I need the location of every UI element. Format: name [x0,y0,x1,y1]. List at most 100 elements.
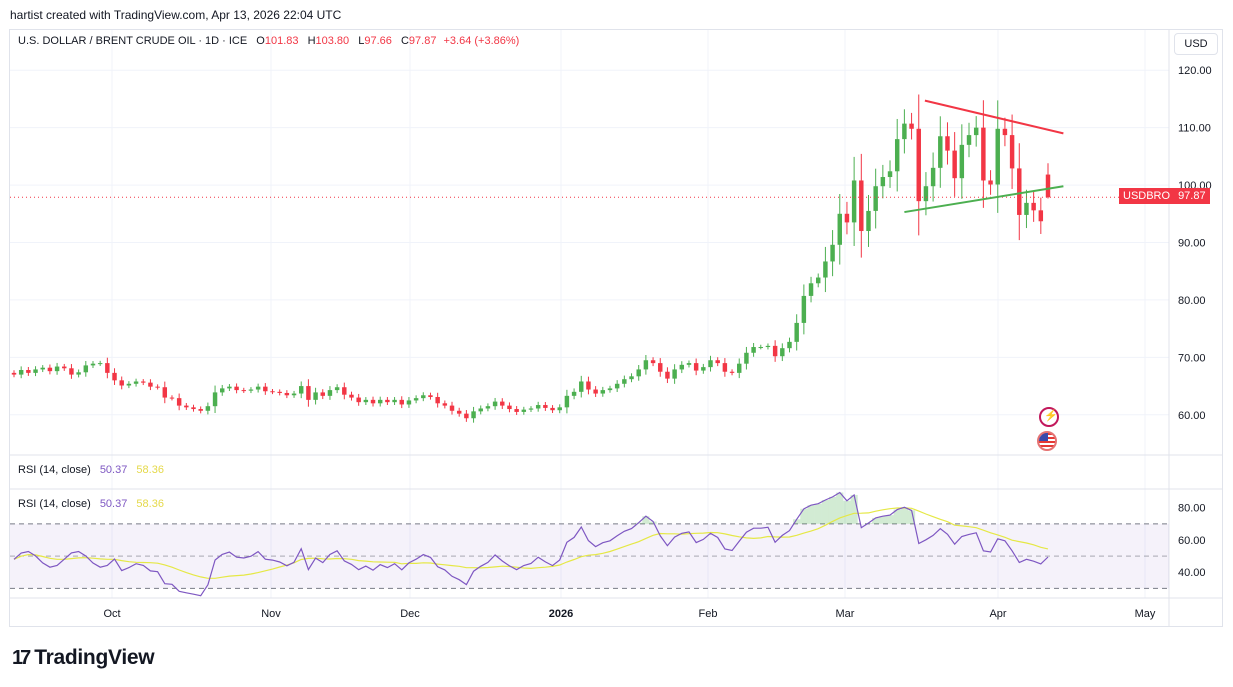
candle-body [543,405,548,408]
candle-body [959,144,965,179]
rsi-legend-1[interactable]: RSI (14, close) 50.37 58.36 [18,464,164,476]
candle-body [155,386,160,388]
tradingview-logo[interactable]: 17 TradingView [12,646,155,670]
time-tick-label: Mar [836,608,855,620]
candle-body [406,400,412,405]
candle-body [830,244,835,262]
candle-body [277,391,282,393]
high-value: 103.80 [315,35,350,47]
candle-body [133,381,139,384]
candle-body [873,186,878,211]
candle-body [428,395,433,397]
candle-body [780,348,785,357]
candle-body [54,366,60,372]
candle-body [442,403,448,406]
candle-body [485,406,491,409]
candle-body [191,407,196,410]
candle-body [500,401,505,406]
candle-body [880,177,886,187]
rsi-overbought-fill [807,505,815,524]
candle-body [385,399,390,403]
candle-body [744,352,749,364]
candle-body [90,363,96,366]
rsi-legend-2[interactable]: RSI (14, close) 50.37 58.36 [18,498,164,510]
rsi-tick-label: 80.00 [1178,503,1206,515]
price-tick-label: 90.00 [1178,238,1206,250]
time-tick-label: 2026 [549,608,573,620]
candle-body [945,136,950,151]
time-tick-label: Oct [103,608,120,620]
candle-body [291,393,297,396]
candle-body [377,399,383,404]
symbol-name[interactable]: U.S. DOLLAR / BRENT CRUDE OIL · 1D · ICE [18,35,248,47]
candle-body [981,127,986,181]
candle-body [902,123,907,140]
candle-body [679,364,685,370]
logo-mark: 17 [12,647,31,669]
candle-body [148,382,153,387]
price-tick-label: 60.00 [1178,410,1206,422]
candle-body [349,394,354,398]
candle-body [751,347,756,353]
lightning-event-icon[interactable] [1039,407,1059,427]
candle-body [737,363,742,373]
candle-body [255,386,261,390]
rsi-value: 50.37 [99,464,128,476]
candle-body [220,388,225,393]
symbol-legend: U.S. DOLLAR / BRENT CRUDE OIL · 1D · ICE… [18,35,519,47]
candle-body [342,387,347,395]
rsi-overbought-fill [872,517,880,524]
candle-body [306,386,311,400]
us-flag-event-icon[interactable] [1037,431,1057,451]
candle-body [693,363,699,371]
candle-body [356,397,361,403]
low-label: L [358,35,365,47]
rsi-tick-label: 40.00 [1178,567,1206,579]
candle-body [851,180,857,223]
currency-button[interactable]: USD [1174,33,1218,55]
rsi-overbought-fill [821,499,829,524]
candle-body [600,390,606,394]
candle-body [715,360,720,364]
chart-frame [9,29,1223,627]
candle-body [672,369,677,379]
time-tick-label: Feb [699,608,718,620]
candle-body [658,363,663,372]
candle-body [176,398,182,406]
logo-text: TradingView [34,646,155,669]
time-tick-label: Nov [261,608,281,620]
candle-body [966,135,972,145]
candle-body [564,395,570,408]
support-trendline [904,185,1064,214]
candle-body [787,341,792,349]
candle-body [579,381,584,392]
candle-body [62,366,67,369]
candle-body [557,407,562,411]
candle-body [212,392,218,407]
candle-body [435,396,440,404]
chart-caption: hartist created with TradingView.com, Ap… [10,8,342,22]
price-tag-value: 97.87 [1178,190,1206,202]
candle-body [535,405,541,409]
candle-body [1002,128,1008,136]
candle-body [593,389,598,394]
candle-body [765,345,771,348]
candle-body [456,410,462,414]
rsi-overbought-fill [793,519,801,524]
candle-body [184,405,189,408]
rsi-line [13,491,1049,597]
candle-body [571,391,577,396]
price-tick-label: 80.00 [1178,295,1206,307]
candle-body [198,409,203,411]
candle-body [363,399,369,403]
candle-body [636,369,641,377]
time-tick-label: May [1135,608,1156,620]
candle-body [313,392,318,400]
candle-body [270,391,275,393]
candle-body [988,180,993,185]
candle-body [722,363,728,372]
rsi-tick-label: 60.00 [1178,535,1206,547]
candle-body [241,390,247,392]
candle-body [162,387,168,398]
